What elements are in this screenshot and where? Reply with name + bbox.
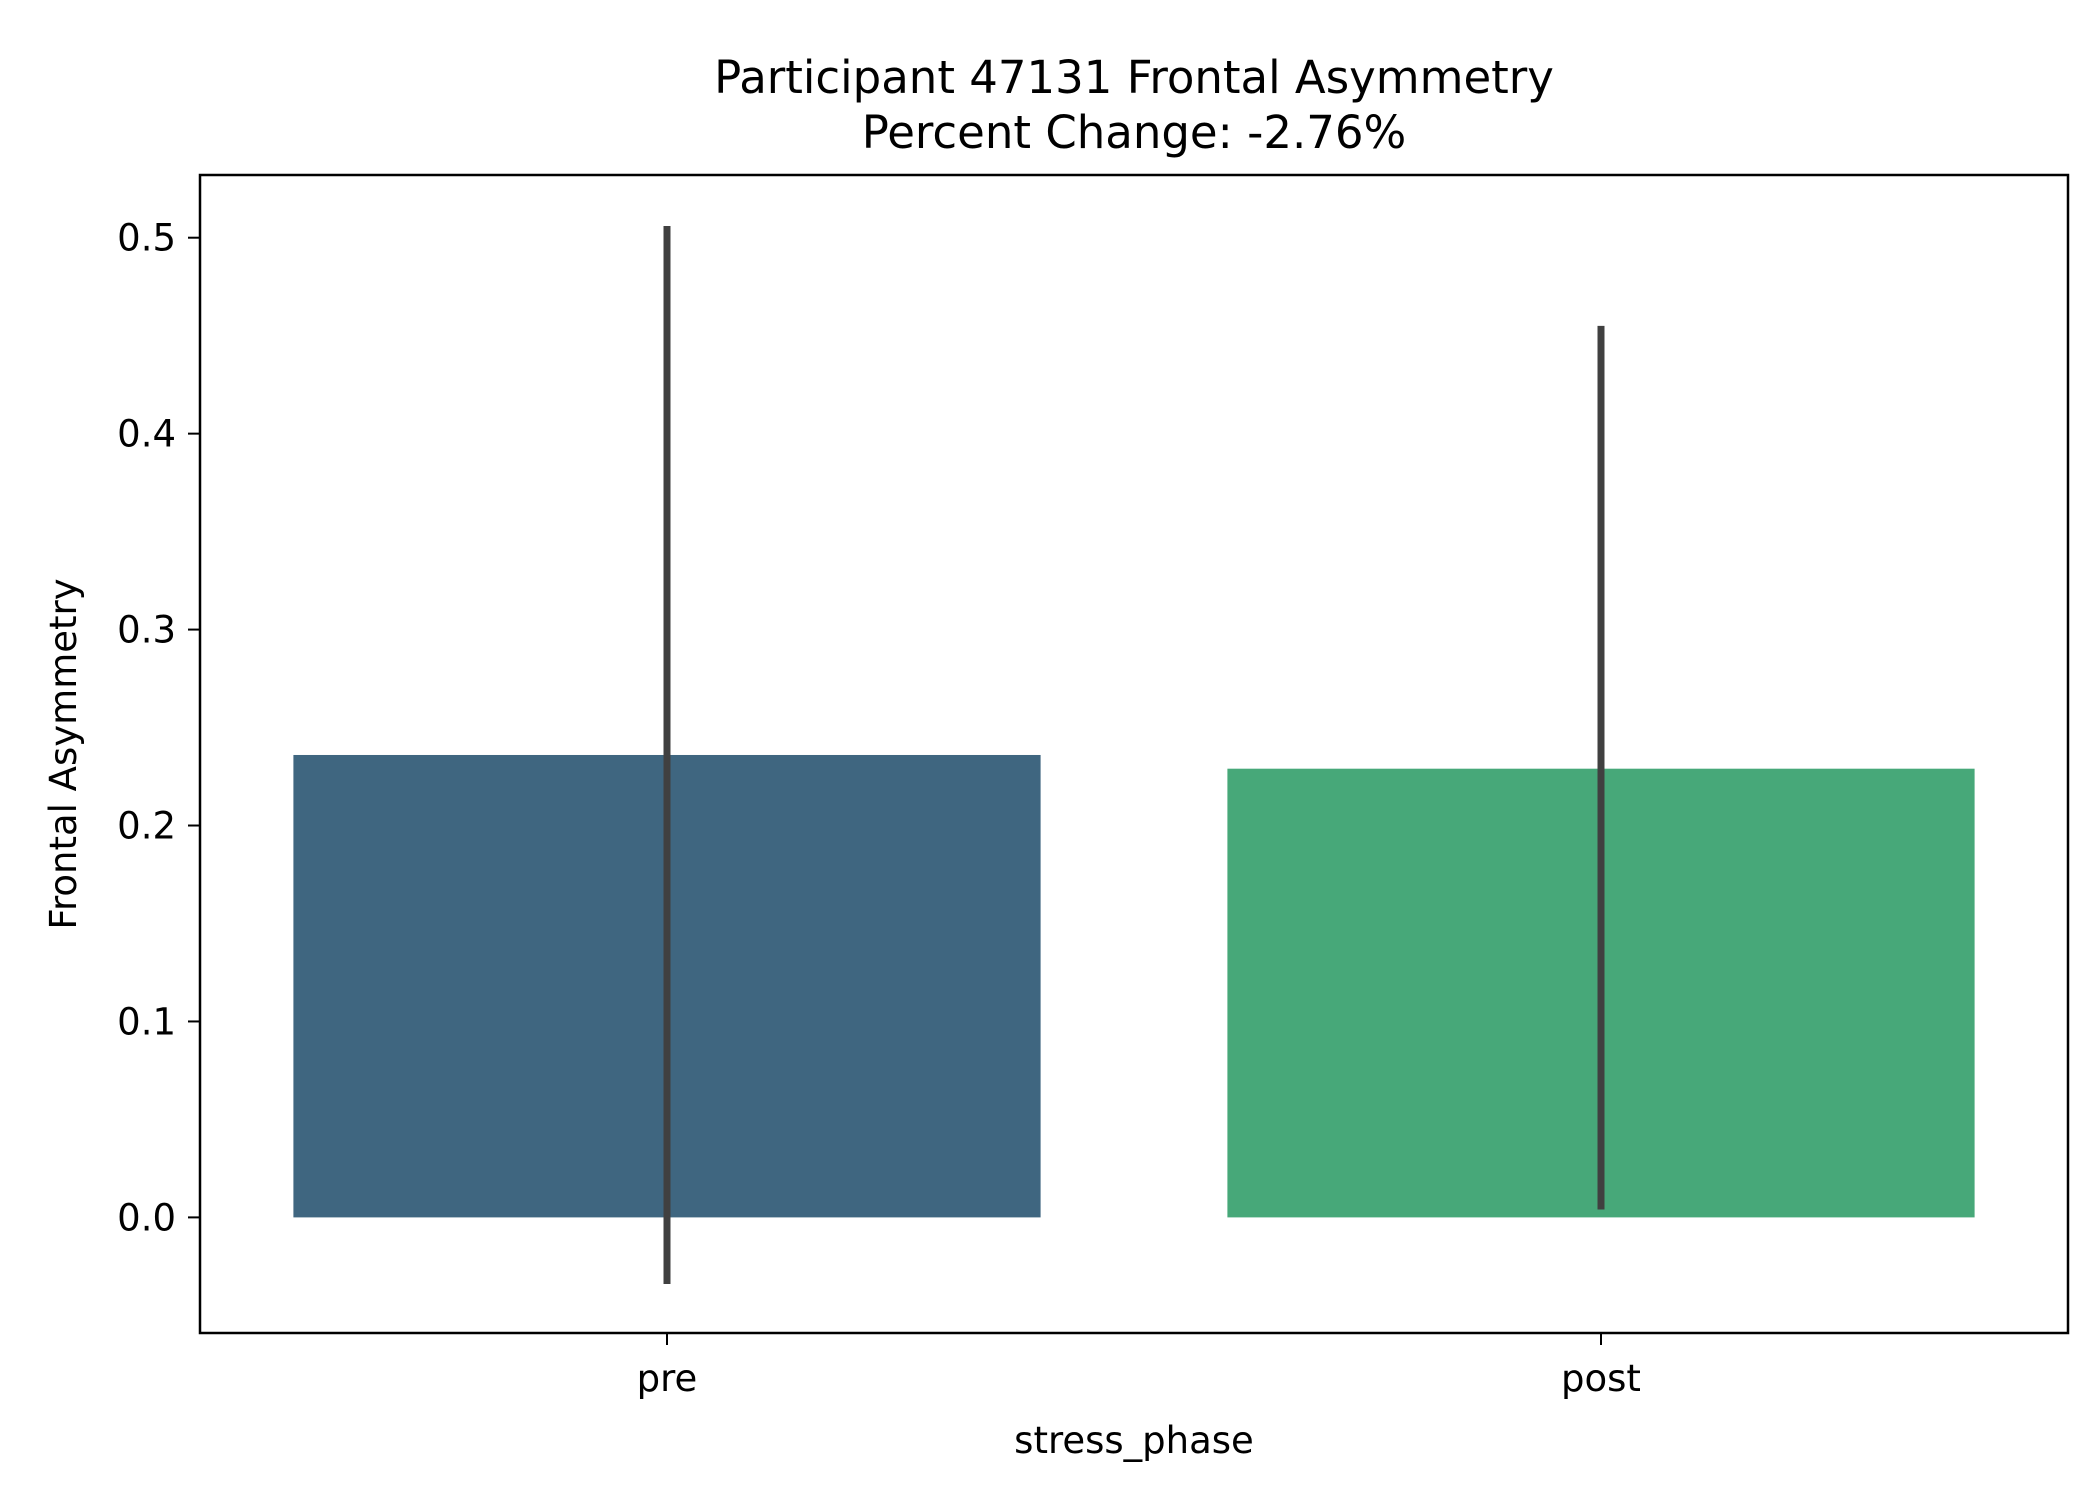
y-tick-label: 0.0 xyxy=(117,1196,176,1239)
axes: pre post 0.0 0.1 0.2 0.3 0.4 0.5 xyxy=(117,217,1641,1400)
chart-subtitle: Percent Change: -2.76% xyxy=(862,106,1407,159)
chart-title: Participant 47131 Frontal Asymmetry xyxy=(714,51,1554,104)
y-tick-label: 0.1 xyxy=(117,1000,176,1043)
x-axis-label: stress_phase xyxy=(1014,1419,1254,1462)
x-tick-label: pre xyxy=(637,1357,698,1400)
y-tick-label: 0.4 xyxy=(117,413,176,456)
y-tick-label: 0.5 xyxy=(117,217,176,260)
y-tick-label: 0.2 xyxy=(117,805,176,848)
plot-area xyxy=(293,225,1975,1285)
y-tick-label: 0.3 xyxy=(117,609,176,652)
y-axis-label: Frontal Asymmetry xyxy=(42,578,85,929)
x-tick-label: post xyxy=(1561,1357,1641,1400)
plot-frame xyxy=(198,173,2070,1335)
